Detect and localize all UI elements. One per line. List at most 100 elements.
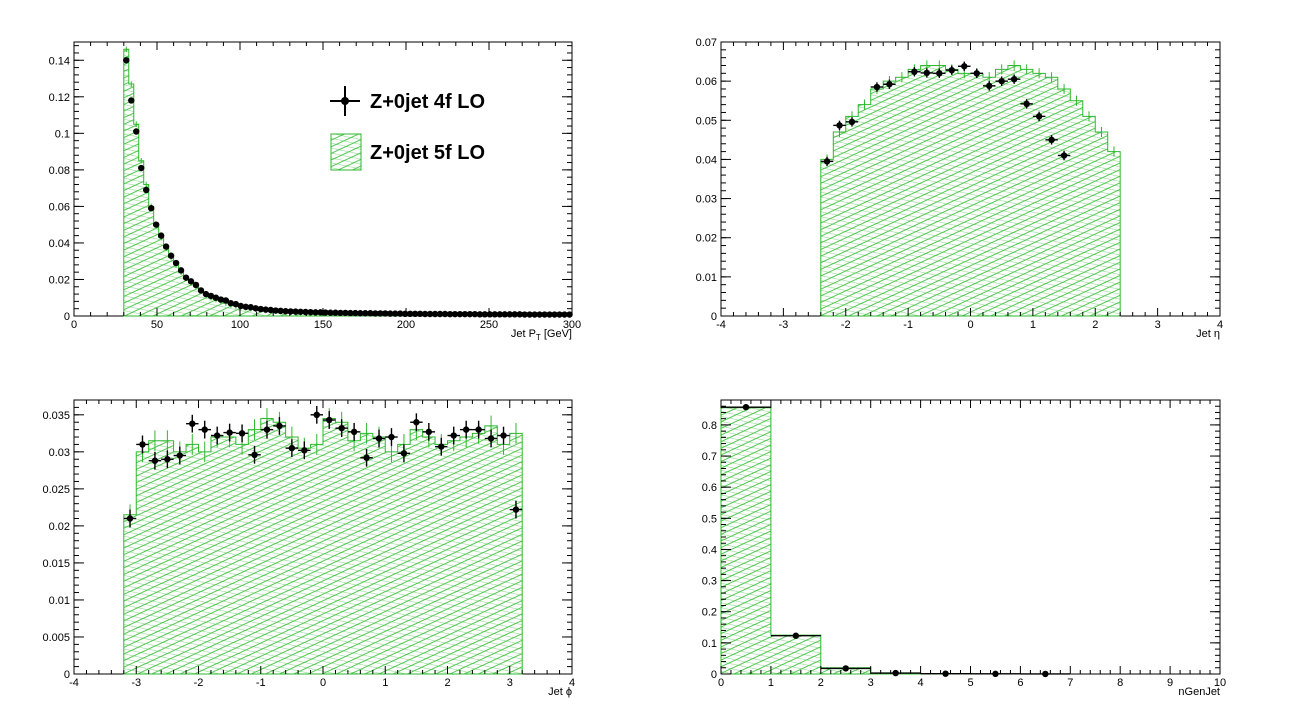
panel-jet-pt: 0 50 100 150 200 250 300 0 0.02 0.04 0.06 0.08 0.1 0.… — [49, 41, 581, 342]
data-point — [338, 424, 345, 432]
data-point — [506, 311, 513, 318]
data-point — [392, 310, 399, 317]
x-tick-label: 4 — [569, 677, 575, 689]
y-tick-label: 0.01 — [696, 272, 717, 284]
data-point — [337, 309, 344, 317]
data-point — [242, 303, 250, 311]
data-point — [287, 308, 294, 315]
y-tick-label: 0.06 — [696, 76, 717, 88]
data-point — [491, 311, 499, 318]
data-point — [257, 305, 264, 313]
data-point — [425, 428, 433, 436]
data-point — [438, 443, 445, 450]
data-point — [363, 454, 370, 461]
y-tick-label: 0.1 — [55, 128, 70, 140]
x-tick-label: 0 — [320, 677, 326, 689]
y-tick-label: 0.05 — [696, 115, 717, 127]
x-tick-label: 1 — [768, 677, 774, 689]
data-point — [456, 310, 464, 318]
data-point — [521, 311, 528, 318]
data-point — [886, 81, 893, 88]
data-point — [227, 300, 235, 307]
data-point — [307, 308, 314, 316]
data-point — [357, 310, 364, 317]
data-point — [923, 69, 931, 77]
y-tick-label: 0.015 — [42, 558, 70, 570]
mc-histogram — [720, 407, 1071, 675]
data-point — [451, 310, 459, 318]
data-point — [526, 311, 533, 318]
data-point — [450, 432, 457, 439]
data-point — [500, 432, 507, 439]
x-tick-label: 2 — [818, 677, 824, 689]
data-point — [126, 515, 134, 522]
data-point — [217, 296, 225, 303]
data-point — [961, 63, 968, 70]
y-tick-label: 0 — [64, 311, 70, 323]
data-point — [511, 311, 518, 318]
data-point — [742, 403, 750, 411]
data-point — [182, 274, 190, 281]
y-tick-label: 0.02 — [49, 521, 70, 533]
y-tick-label: 0.7 — [702, 451, 717, 463]
data-point — [197, 287, 205, 294]
legend-data-label: Z+0jet 4f LO — [370, 91, 485, 113]
panel-ngenjet: 0 1 2 3 4 5 6 7 8 9 10 0 0.1 0.2 0.3 0.4 0.5 0.6 0.7 0.8 nGe… — [702, 399, 1226, 698]
data-point — [377, 310, 384, 317]
data-point — [128, 97, 135, 104]
data-point — [123, 57, 130, 64]
data-point — [481, 311, 489, 318]
y-tick-label: 0.005 — [42, 632, 70, 644]
y-tick-label: 0.035 — [42, 410, 70, 422]
data-point — [332, 309, 339, 316]
x-tick-label: 50 — [151, 319, 163, 331]
x-tick-label: 3 — [507, 677, 513, 689]
data-point — [388, 433, 395, 441]
data-point — [413, 419, 420, 426]
x-tick-label: -2 — [194, 677, 204, 689]
data-point — [187, 278, 195, 285]
y-tick-label: 0.5 — [702, 513, 717, 525]
y-tick-label: 0.02 — [696, 233, 717, 245]
data-point — [426, 310, 434, 318]
data-point — [446, 310, 454, 318]
data-point — [302, 308, 309, 316]
mc-histogram — [820, 64, 1121, 317]
x-tick-label: -4 — [716, 319, 726, 331]
data-point — [247, 304, 254, 311]
data-point — [1048, 136, 1055, 144]
data-point — [326, 416, 333, 424]
data-point — [992, 670, 999, 678]
data-point — [475, 426, 482, 433]
x-tick-label: 6 — [1017, 677, 1023, 689]
data-point — [207, 292, 215, 300]
data-point — [263, 426, 271, 433]
data-point — [138, 164, 145, 172]
legend-mc-label: Z+0jet 5f LO — [370, 142, 485, 164]
data-point — [416, 310, 424, 318]
data-point — [986, 82, 993, 90]
data-point — [892, 669, 899, 677]
y-tick-label: 0.025 — [42, 484, 70, 496]
data-point — [421, 310, 429, 318]
data-point — [842, 665, 849, 672]
y-tick-label: 0.03 — [696, 194, 717, 206]
data-point — [288, 444, 296, 452]
data-point — [347, 309, 354, 317]
x-tick-label: -3 — [778, 319, 788, 331]
data-point — [486, 311, 494, 318]
x-tick-label: -2 — [841, 319, 851, 331]
mc-histogram — [123, 48, 573, 317]
x-tick-label: -4 — [69, 677, 79, 689]
y-tick-label: 0.1 — [702, 638, 717, 650]
data-point — [461, 310, 469, 318]
data-point — [431, 310, 439, 318]
data-point — [942, 670, 949, 677]
data-point — [312, 309, 319, 316]
data-point — [536, 311, 543, 318]
x-tick-label: 10 — [1214, 677, 1226, 689]
data-point — [406, 310, 414, 318]
y-tick-label: 0.14 — [49, 55, 70, 67]
data-point — [375, 435, 383, 442]
